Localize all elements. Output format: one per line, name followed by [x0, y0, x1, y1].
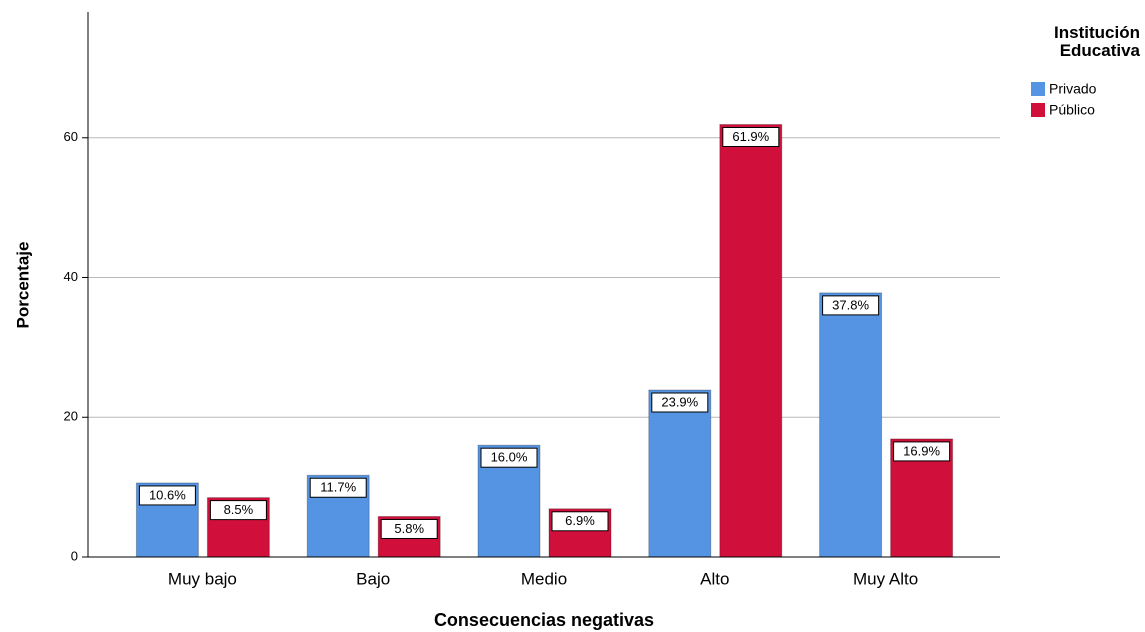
x-tick-label: Medio [521, 569, 567, 588]
value-label-box [551, 511, 609, 532]
legend-label: Privado [1049, 81, 1097, 97]
value-label: 8.5% [224, 502, 254, 517]
value-label-box [893, 441, 951, 462]
y-tick-label: 40 [64, 269, 78, 284]
y-tick-label: 60 [64, 129, 78, 144]
x-tick-label: Muy bajo [168, 569, 237, 588]
value-label-box [480, 447, 538, 468]
y-tick-label: 20 [64, 409, 78, 424]
value-label: 5.8% [394, 521, 424, 536]
bar [819, 292, 883, 558]
legend-title: Institución Educativa [1054, 23, 1140, 60]
value-label-box [209, 500, 267, 521]
x-tick-label: Muy Alto [853, 569, 918, 588]
value-label: 37.8% [832, 297, 869, 312]
x-tick-label: Bajo [356, 569, 390, 588]
value-label-box [138, 485, 196, 506]
legend-label: Público [1049, 102, 1095, 118]
value-label-box [822, 295, 880, 316]
legend-swatch [1031, 82, 1045, 96]
value-label: 16.0% [491, 450, 528, 465]
value-label-box [651, 392, 709, 413]
bar [719, 123, 783, 558]
value-label: 61.9% [732, 129, 769, 144]
value-label: 11.7% [320, 480, 356, 495]
value-label: 10.6% [149, 487, 186, 502]
value-label: 23.9% [661, 394, 698, 409]
value-label: 6.9% [565, 513, 595, 528]
bar [648, 389, 712, 558]
value-label-box [722, 126, 780, 147]
y-axis-title: Porcentaje [13, 242, 32, 329]
x-tick-label: Alto [700, 569, 729, 588]
value-label: 16.9% [903, 443, 940, 458]
value-label-box [309, 477, 367, 498]
legend-swatch [1031, 103, 1045, 117]
x-axis-title: Consecuencias negativas [434, 610, 654, 630]
value-label-box [380, 518, 438, 539]
y-tick-label: 0 [71, 548, 78, 563]
